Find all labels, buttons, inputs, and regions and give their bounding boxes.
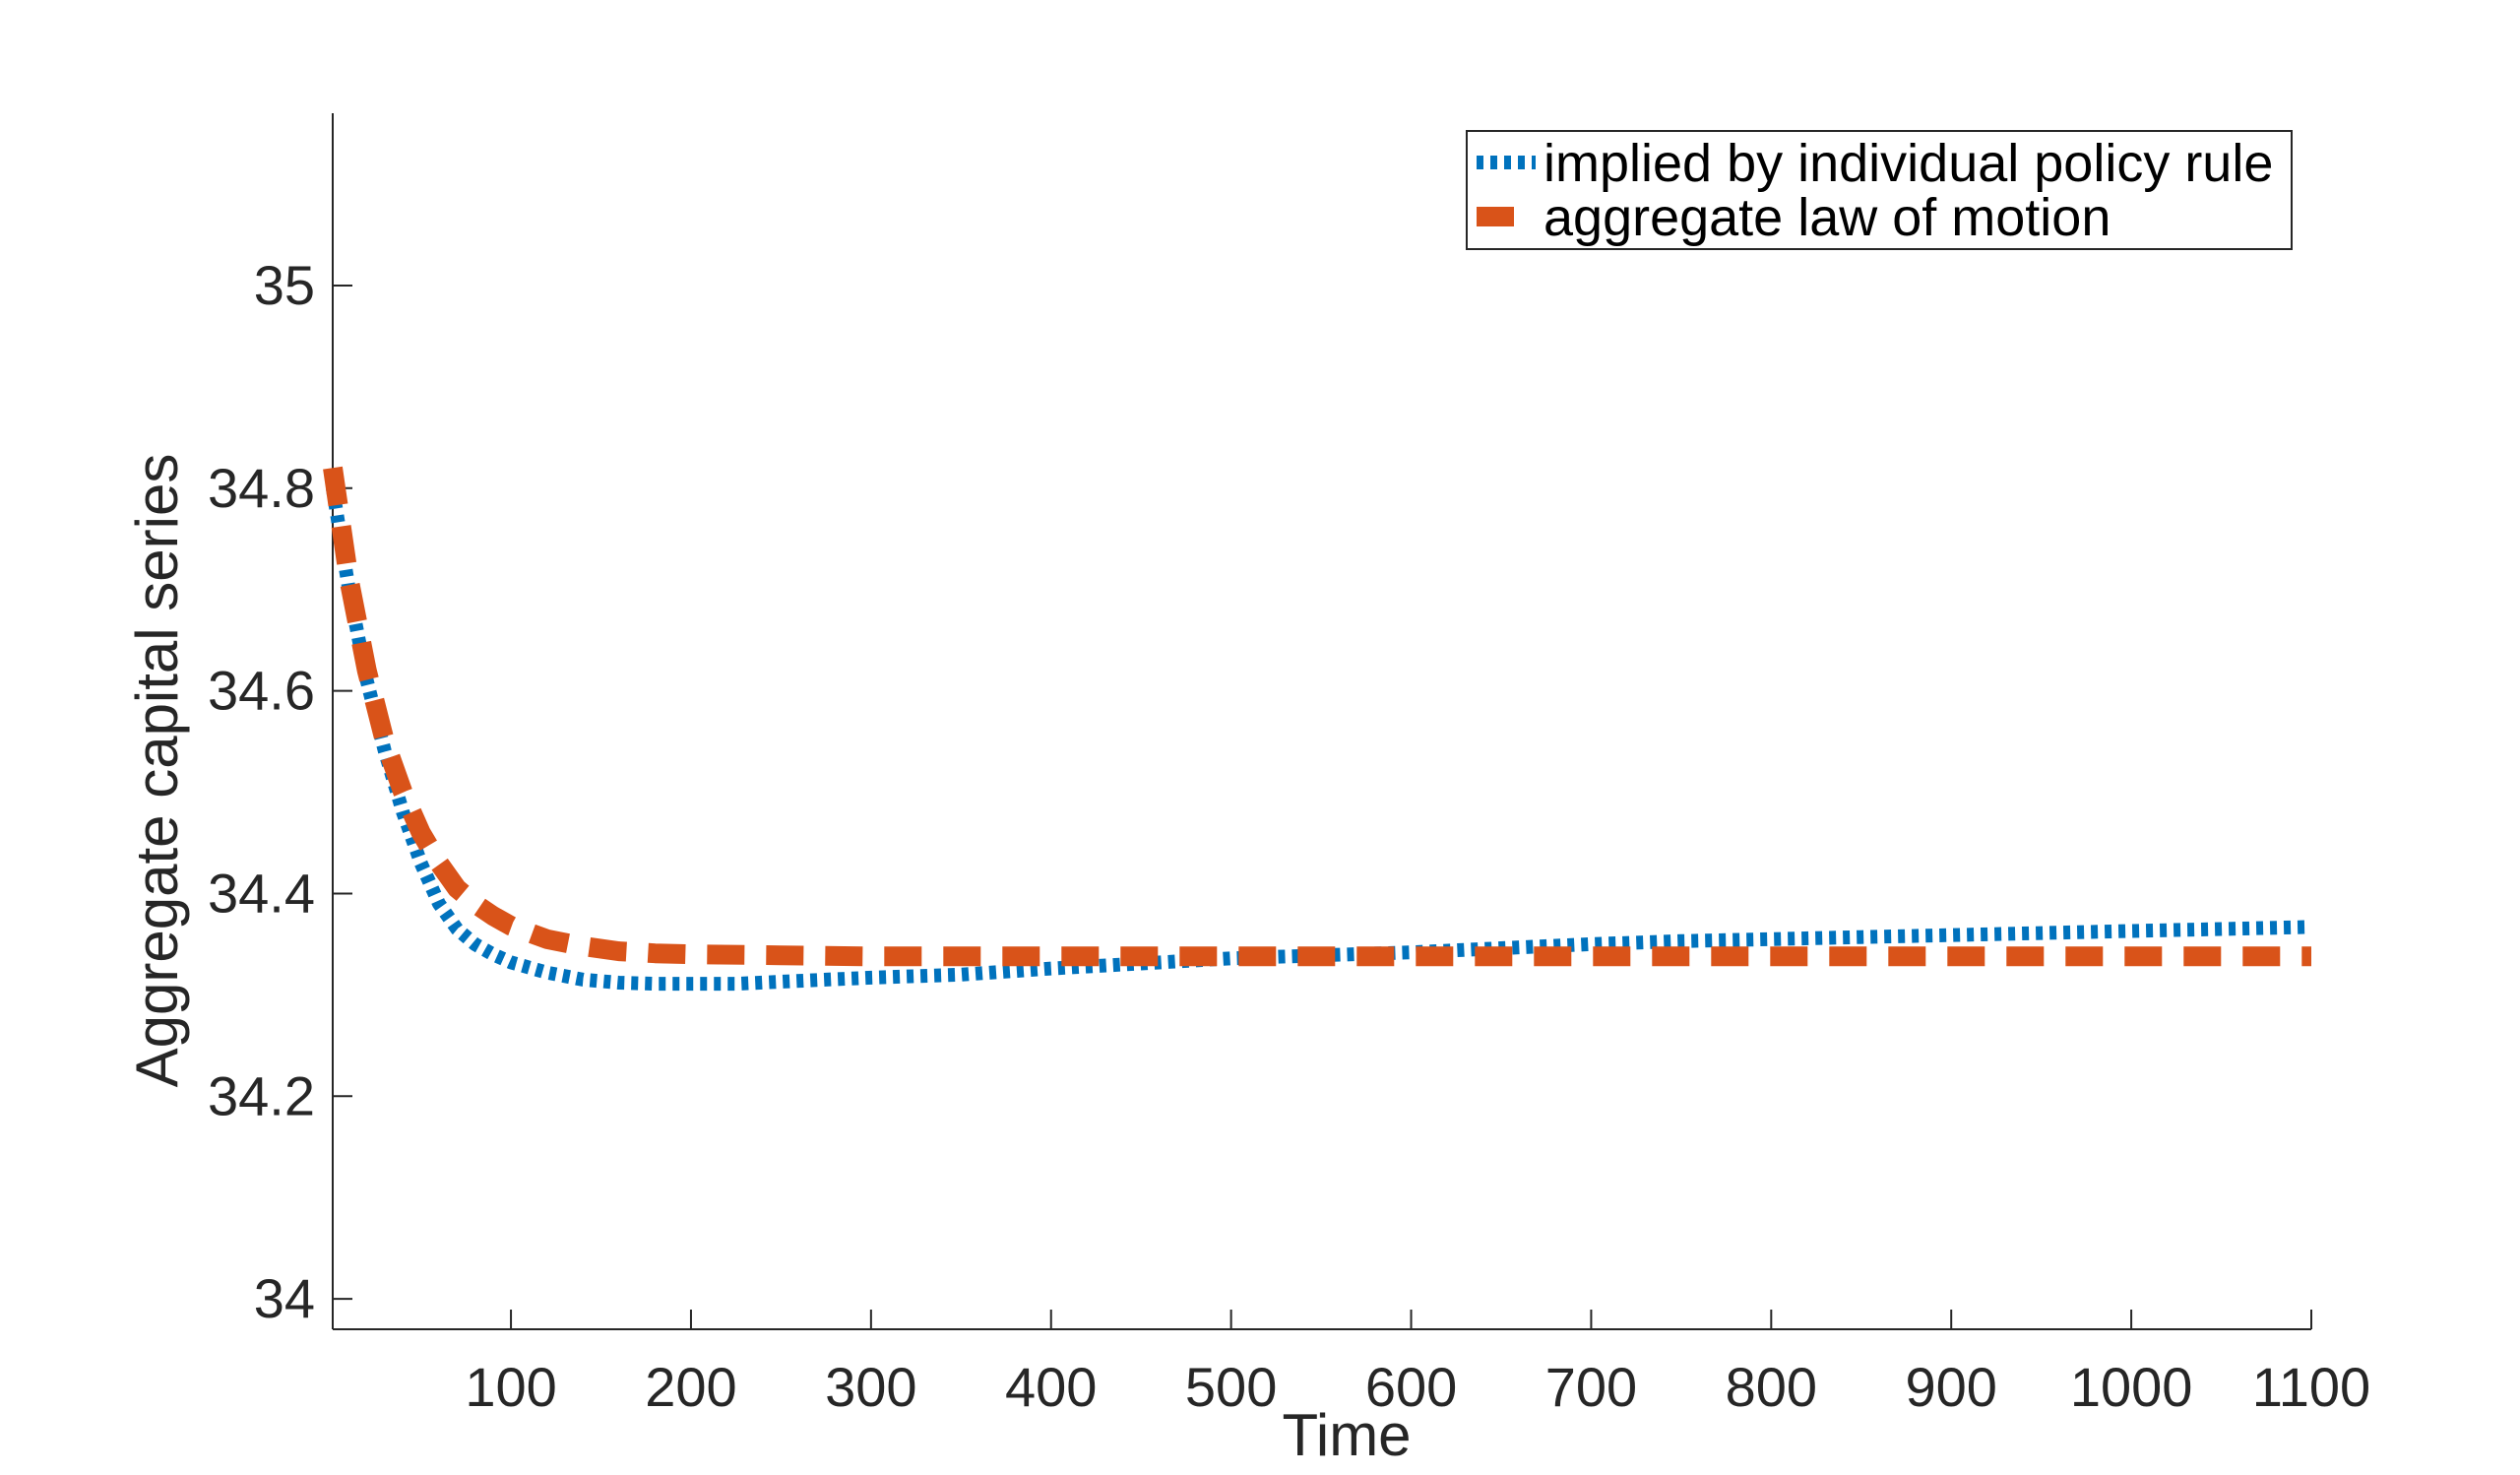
x-tick-label: 300 [825, 1356, 916, 1418]
x-tick-label: 800 [1726, 1356, 1817, 1418]
x-tick-label: 1100 [2252, 1356, 2370, 1418]
x-tick-label: 900 [1905, 1356, 1996, 1418]
series-layer [323, 466, 2312, 992]
y-tick-label: 34.8 [208, 457, 315, 519]
y-ticks: 34 34.2 34.4 34.6 34.8 35 [208, 254, 352, 1329]
y-tick-label: 34 [254, 1267, 315, 1329]
y-tick-label: 34.6 [208, 660, 315, 722]
series-line-law-of-motion [323, 466, 2311, 967]
y-tick-label: 35 [254, 254, 315, 316]
legend-box [1466, 130, 2293, 250]
x-tick-label: 600 [1365, 1356, 1457, 1418]
legend: implied by individual policy rule aggreg… [1466, 130, 2293, 250]
x-tick-label: 200 [645, 1356, 736, 1418]
x-ticks: 100 200 300 400 500 600 700 800 900 1000 1100 [465, 1310, 2370, 1418]
y-axis-title: Aggregate capital series [124, 454, 190, 1088]
x-tick-label: 100 [465, 1356, 556, 1418]
x-axis-title: Time [1282, 1402, 1411, 1468]
x-tick-label: 400 [1005, 1356, 1097, 1418]
axes: 100 200 300 400 500 600 700 800 900 1000 1100 3434… [208, 113, 2370, 1418]
x-tick-label: 500 [1185, 1356, 1277, 1418]
x-tick-label: 700 [1545, 1356, 1637, 1418]
y-tick-label: 34.4 [208, 862, 315, 924]
legend-label-policy-rule: implied by individual policy rule [1544, 134, 2273, 193]
y-tick-label: 34.2 [208, 1064, 315, 1126]
x-tick-label: 1000 [2070, 1356, 2193, 1418]
legend-label-law-of-motion: aggregate law of motion [1544, 188, 2110, 247]
